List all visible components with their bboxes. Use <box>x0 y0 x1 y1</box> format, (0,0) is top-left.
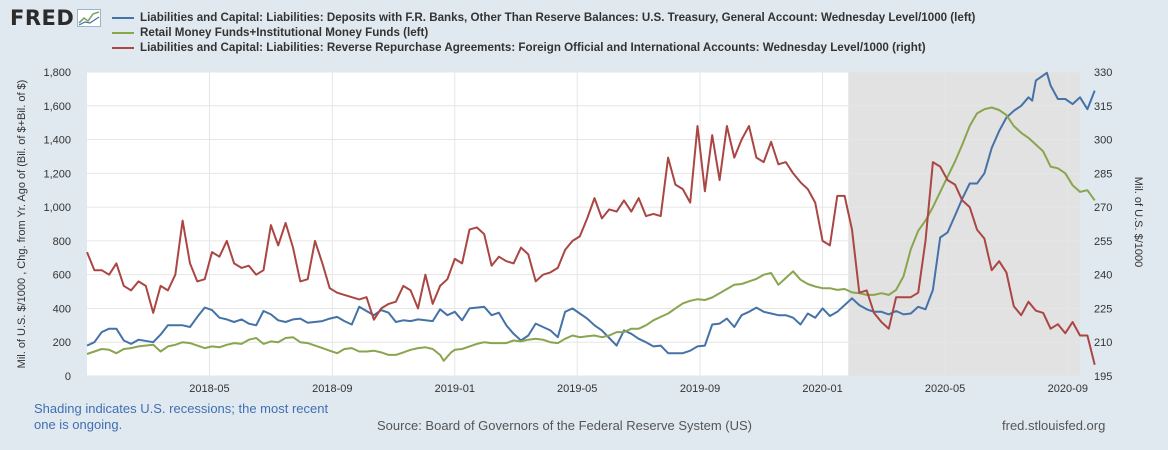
left-tick-label: 600 <box>53 270 71 282</box>
left-tick-label: 1,400 <box>43 135 71 147</box>
right-tick-label: 240 <box>1094 270 1112 282</box>
x-axis: 2018-05 2018-09 2019-01 2019-05 2019-09 2020-… <box>189 383 1088 395</box>
series-lines <box>86 71 1096 365</box>
left-axis: 0 200 400 600 800 1,000 1,200 1,400 1,600 1,800 <box>43 67 71 383</box>
trend-chart-icon <box>77 9 102 27</box>
legend-label-treasury: Liabilities and Capital: Liabilities: De… <box>140 11 976 24</box>
right-tick-label: 315 <box>1094 101 1112 113</box>
left-tick-label: 1,200 <box>43 168 71 180</box>
logo-text: FRED <box>10 6 75 30</box>
right-axis-title: Mil. of U.S. $/1000 <box>1132 177 1144 268</box>
series-line-0 <box>86 71 1096 355</box>
right-tick-label: 195 <box>1094 371 1112 383</box>
legend-item-treasury[interactable]: Liabilities and Capital: Liabilities: De… <box>112 10 975 25</box>
x-tick-label: 2020-05 <box>925 383 965 395</box>
recession-note: Shading indicates U.S. recessions; the m… <box>34 401 329 432</box>
left-tick-label: 1,000 <box>43 202 71 214</box>
left-tick-label: 200 <box>53 337 71 349</box>
legend-label-money-funds: Retail Money Funds+Institutional Money F… <box>140 26 429 39</box>
x-tick-label: 2019-05 <box>557 383 597 395</box>
fred-logo[interactable]: FRED <box>10 6 102 30</box>
legend-swatch-reverse-repo <box>112 46 134 49</box>
legend-item-reverse-repo[interactable]: Liabilities and Capital: Liabilities: Re… <box>112 40 975 55</box>
legend: Liabilities and Capital: Liabilities: De… <box>112 10 975 55</box>
right-tick-label: 225 <box>1094 303 1112 315</box>
left-tick-label: 1,600 <box>43 101 71 113</box>
legend-label-reverse-repo: Liabilities and Capital: Liabilities: Re… <box>140 41 926 54</box>
right-tick-label: 255 <box>1094 236 1112 248</box>
right-tick-label: 330 <box>1094 67 1112 79</box>
series-line-2 <box>86 125 1096 365</box>
right-tick-label: 300 <box>1094 135 1112 147</box>
right-tick-label: 285 <box>1094 168 1112 180</box>
recession-shading <box>848 72 1080 376</box>
x-tick-label: 2019-01 <box>435 383 475 395</box>
right-tick-label: 210 <box>1094 337 1112 349</box>
right-tick-label: 270 <box>1094 202 1112 214</box>
left-tick-label: 400 <box>53 303 71 315</box>
legend-swatch-treasury <box>112 16 134 19</box>
x-tick-label: 2018-05 <box>189 383 229 395</box>
x-tick-label: 2019-09 <box>680 383 720 395</box>
x-tick-label: 2020-09 <box>1048 383 1088 395</box>
legend-item-money-funds[interactable]: Retail Money Funds+Institutional Money F… <box>112 25 975 40</box>
legend-swatch-money-funds <box>112 31 134 34</box>
right-axis: 195 210 225 240 255 270 285 300 315 330 <box>1094 67 1112 383</box>
x-tick-label: 2020-01 <box>802 383 842 395</box>
x-tick-label: 2018-09 <box>312 383 352 395</box>
left-axis-title: Mil. of U.S. $/1000 , Chg. from Yr. Ago … <box>16 80 28 369</box>
source-url[interactable]: fred.stlouisfed.org <box>1002 418 1106 433</box>
source-text: Source: Board of Governors of the Federa… <box>377 418 752 433</box>
left-tick-label: 800 <box>53 236 71 248</box>
left-tick-label: 1,800 <box>43 67 71 79</box>
gridlines <box>87 71 1080 377</box>
left-tick-label: 0 <box>65 371 71 383</box>
